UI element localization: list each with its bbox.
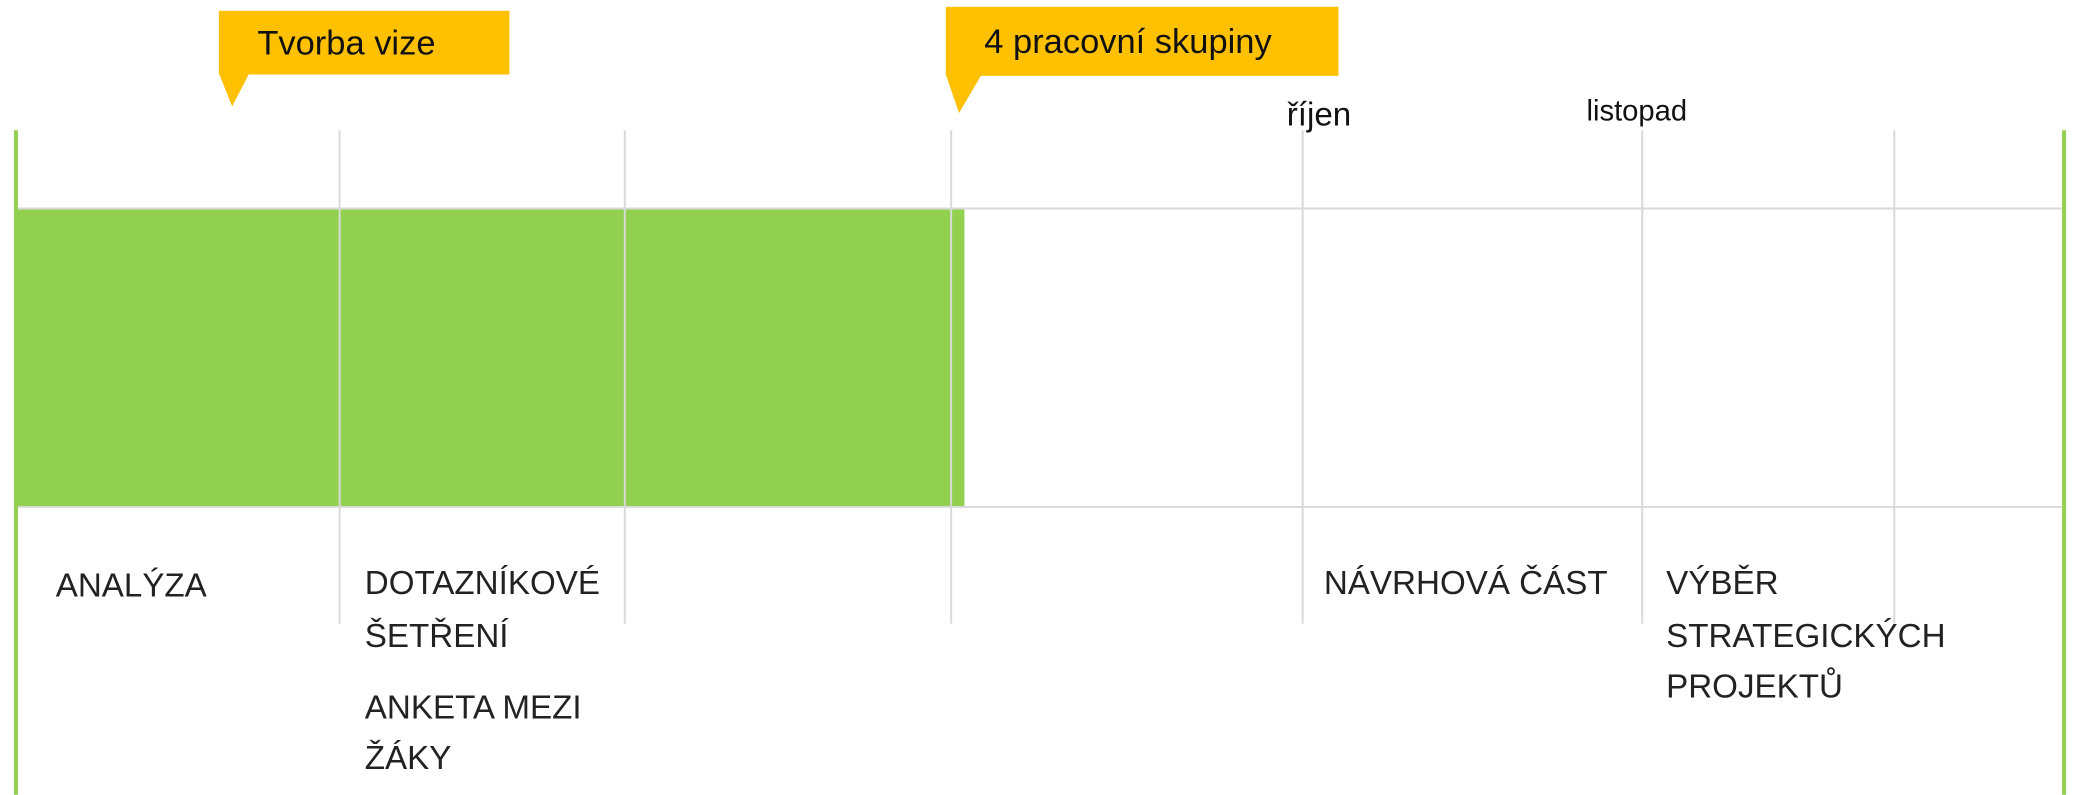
month-label: listopad xyxy=(1587,96,1688,128)
phase-label: PROJEKTŮ xyxy=(1666,666,1843,705)
callout-box xyxy=(945,6,1339,76)
grid xyxy=(15,130,2065,624)
callout-pointer xyxy=(945,74,982,113)
phase-label: VÝBĚR xyxy=(1666,565,1778,602)
phase-label: DOTAZNÍKOVÉ xyxy=(365,565,600,602)
phase-label: ANKETA MEZI xyxy=(365,690,582,727)
callout-text: 4 pracovní skupiny xyxy=(984,23,1272,61)
phase-label: NÁVRHOVÁ ČÁST xyxy=(1324,564,1608,602)
phase-label: ŽÁKY xyxy=(365,740,452,777)
progress-bar xyxy=(15,208,965,507)
month-label: říjen xyxy=(1287,97,1352,134)
callout: Tvorba vize xyxy=(218,10,510,107)
callout-text: Tvorba vize xyxy=(257,24,435,62)
phase-label: STRATEGICKÝCH xyxy=(1666,618,1945,655)
phase-label: ANALÝZA xyxy=(56,568,208,605)
callout: 4 pracovní skupiny xyxy=(945,6,1339,113)
phase-label: ŠETŘENÍ xyxy=(365,617,509,655)
callout-pointer xyxy=(218,73,250,107)
callout-box xyxy=(218,10,510,75)
